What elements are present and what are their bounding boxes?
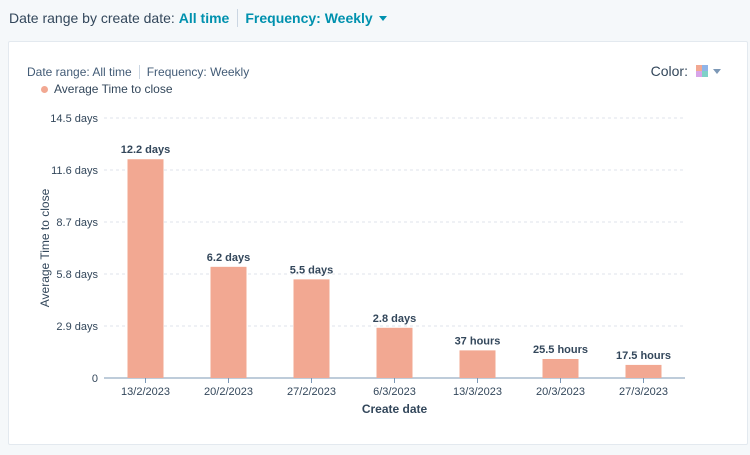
x-tick-label: 6/3/2023 (373, 386, 416, 398)
bar-value-label: 2.8 days (373, 313, 416, 325)
y-tick-label: 2.9 days (56, 321, 98, 333)
x-tick-label: 13/3/2023 (453, 386, 502, 398)
bar-value-label: 25.5 hours (533, 344, 588, 356)
card-frequency: Frequency: Weekly (146, 65, 250, 79)
y-tick-label: 0 (92, 373, 98, 385)
y-tick-label: 11.6 days (51, 165, 98, 177)
y-tick-label: 14.5 days (50, 113, 98, 125)
bar (127, 159, 164, 378)
card-date-range: Date range: All time (27, 65, 132, 79)
legend-label: Average Time to close (54, 82, 173, 96)
y-tick-label: 5.8 days (56, 269, 98, 281)
bar-chart: 0 2.9 days 5.8 days 8.7 days 11.6 days 14.5 d… (38, 113, 685, 416)
date-range-value[interactable]: All time (178, 10, 230, 26)
x-tick-label: 20/2/2023 (204, 386, 253, 398)
color-picker[interactable]: Color: (651, 63, 721, 79)
bar-value-label: 5.5 days (290, 264, 333, 276)
bar-value-label: 37 hours (455, 335, 501, 347)
x-tick-label: 27/3/2023 (619, 386, 668, 398)
date-range-filter[interactable]: Date range by create date: All time (9, 10, 229, 26)
bar-value-label: 6.2 days (207, 252, 250, 264)
color-label: Color: (650, 63, 688, 79)
palette-swatch-icon (696, 65, 708, 77)
bar (542, 358, 579, 378)
chevron-down-icon (713, 68, 721, 74)
x-tick-label: 20/3/2023 (536, 386, 585, 398)
frequency-dropdown[interactable]: Frequency: Weekly (245, 10, 387, 26)
filter-bar: Date range by create date: All time Freq… (9, 8, 387, 28)
bar-value-label: 17.5 hours (616, 350, 671, 362)
bar (625, 364, 662, 378)
x-tick-label: 27/2/2023 (287, 386, 336, 398)
bar-value-label: 12.2 days (121, 144, 171, 156)
chart-legend: Average Time to close (41, 82, 173, 96)
report-card: Date range: All time Frequency: Weekly A… (8, 41, 748, 445)
bar (459, 350, 496, 378)
bar (293, 279, 330, 378)
frequency-label: Frequency: Weekly (245, 10, 373, 26)
card-filter-divider (138, 65, 140, 79)
date-range-prefix: Date range by create date: (9, 10, 175, 26)
x-axis-title: Create date (362, 402, 428, 416)
chevron-down-icon (378, 15, 387, 21)
card-filter-summary: Date range: All time Frequency: Weekly (27, 65, 249, 79)
x-tick-label: 13/2/2023 (121, 386, 170, 398)
bar (376, 327, 413, 378)
y-axis-title: Average Time to close (38, 188, 52, 307)
y-tick-label: 8.7 days (56, 217, 98, 229)
bar (210, 266, 247, 378)
legend-dot-icon (41, 85, 48, 93)
filter-divider (237, 9, 239, 27)
